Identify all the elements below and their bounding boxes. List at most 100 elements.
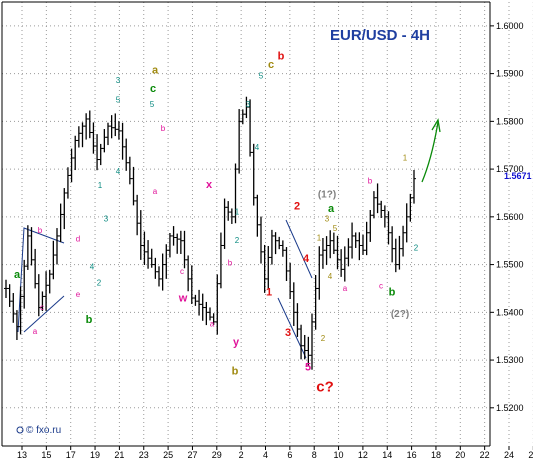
x-tick-label: 13 (17, 450, 27, 459)
wave-label: 3 (104, 215, 109, 224)
y-axis: 1.5200 1.5300 1.5400 1.5500 1.5600 1.5700 1.58… (490, 21, 524, 413)
wave-label: c (150, 83, 156, 95)
wave-label: 4 (255, 143, 260, 152)
x-tick-label: 18 (431, 450, 441, 459)
wave-label: b (38, 226, 43, 235)
wave-label: 5 (333, 224, 338, 233)
x-tick-label: 14 (382, 450, 392, 459)
wave-label: w (178, 292, 188, 304)
wave-label: 1 (98, 181, 103, 190)
x-tick-label: 15 (41, 450, 51, 459)
wave-label: 3 (246, 100, 251, 109)
wave-label: b (232, 365, 239, 377)
wave-label: 5 (150, 100, 155, 109)
x-tick-label: 24 (504, 450, 514, 459)
wave-label: 2 (321, 334, 326, 343)
y-tick-label: 1.5400 (496, 307, 524, 317)
wave-label: a (153, 187, 158, 196)
wave-label: a (14, 269, 21, 281)
x-tick-label: 23 (139, 450, 149, 459)
price-bars (4, 96, 416, 370)
y-tick-label: 1.5200 (496, 403, 524, 413)
wave-label: 5 (116, 95, 121, 104)
wave-label: 1 (317, 234, 322, 243)
wave-label: a (33, 327, 38, 336)
y-tick-label: 1.5800 (496, 116, 524, 126)
wave-label: 2 (235, 236, 240, 245)
x-tick-label: 10 (334, 450, 344, 459)
wave-label: d (76, 235, 80, 244)
wave-label: e (76, 290, 81, 299)
wave-label: 3 (285, 327, 291, 339)
chart-title: EUR/USD - 4H (330, 27, 430, 44)
watermark-logo-icon (16, 426, 24, 434)
x-tick-label: 20 (455, 450, 465, 459)
wave-label: 1 (266, 287, 272, 299)
wedge-upper-line (285, 219, 313, 279)
wave-label: b (389, 287, 396, 299)
wave-label: 4 (90, 262, 95, 271)
x-tick-label: 21 (114, 450, 124, 459)
x-tick-label: 12 (358, 450, 368, 459)
wave-label: 3 (325, 215, 330, 224)
wave-label: a (343, 284, 348, 293)
trend-drawings (17, 118, 441, 359)
wave-label: 2 (414, 243, 419, 252)
wave-label: 4 (116, 167, 121, 176)
x-tick-label: 2 (239, 450, 244, 459)
wave-label: a (152, 65, 159, 77)
watermark: © fxo.ru (16, 425, 61, 436)
x-tick-label: 8 (312, 450, 317, 459)
wave-label: 1 (403, 154, 408, 163)
x-tick-label: 26 (528, 450, 533, 459)
wave-label: 3 (116, 76, 121, 85)
triangle-lower-line (23, 295, 65, 333)
wave-labels: abdecab123544ca53baxcwbayb12345cb24135c?… (14, 50, 419, 395)
forecast-arrow-head-icon (431, 118, 441, 133)
wave-label: a (210, 320, 215, 329)
x-tick-label: 22 (480, 450, 490, 459)
x-axis: 1315171921232527292468101214161820222426… (17, 446, 533, 459)
wave-label: 4 (303, 253, 310, 265)
x-tick-label: 16 (407, 450, 417, 459)
y-tick-label: 1.5900 (496, 69, 524, 79)
x-tick-label: 19 (90, 450, 100, 459)
y-tick-label: 1.6000 (496, 21, 524, 31)
x-tick-label: 4 (263, 450, 268, 459)
wave-label: c? (316, 379, 334, 396)
x-tick-label: 17 (66, 450, 76, 459)
wave-label: b (86, 314, 93, 326)
wave-label: (2?) (391, 309, 409, 320)
wave-label: b (161, 124, 166, 133)
wave-label: c (40, 303, 44, 312)
y-tick-label: 1.5300 (496, 355, 524, 365)
wave-label: 5 (305, 362, 311, 374)
y-tick-label: 1.5600 (496, 212, 524, 222)
wave-label: (1?) (318, 190, 336, 201)
x-tick-label: 27 (187, 450, 197, 459)
wave-label: b (228, 259, 233, 268)
last-price-label: 1.5671 (504, 171, 532, 181)
wave-label: y (233, 337, 240, 349)
wave-label: x (206, 179, 213, 191)
wave-label: c (180, 267, 184, 276)
wave-label: 5 (259, 71, 264, 80)
wave-label: 2 (294, 201, 300, 213)
x-tick-label: 6 (287, 450, 292, 459)
wave-label: a (328, 203, 335, 215)
plot-frame (1, 1, 491, 447)
forecast-arrow-line (421, 121, 439, 183)
y-tick-label: 1.5500 (496, 260, 524, 270)
wave-label: 1 (235, 207, 240, 216)
wave-label: c (379, 281, 383, 290)
watermark-text: © fxo.ru (26, 425, 61, 436)
wave-label: b (368, 176, 373, 185)
grid-lines (2, 2, 533, 446)
wave-label: 2 (97, 279, 102, 288)
y-tick-label: 1.5700 (496, 164, 524, 174)
x-tick-label: 29 (212, 450, 222, 459)
wave-label: c (268, 59, 274, 71)
wave-label: b (278, 50, 285, 62)
